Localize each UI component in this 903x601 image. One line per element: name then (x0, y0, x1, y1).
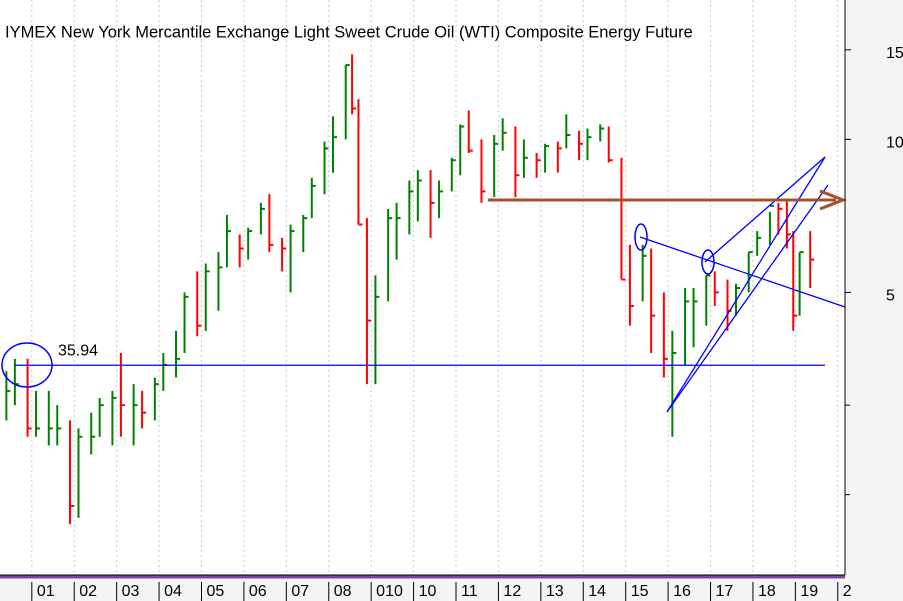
x-tick-label: 03 (122, 583, 140, 600)
chart-title: IYMEX New York Mercantile Exchange Light… (5, 23, 693, 41)
x-tick-label: 07 (291, 583, 309, 600)
x-tick-label: 06 (249, 583, 267, 600)
x-tick-label: 10 (419, 583, 437, 600)
x-tick-label: 05 (206, 583, 224, 600)
x-tick-label: 15 (631, 583, 649, 600)
x-tick-label: 13 (546, 583, 564, 600)
y-tick-label: 15 (886, 45, 903, 62)
annotations: 35.94 (1, 156, 848, 413)
y-tick-label: 10 (886, 135, 903, 152)
x-tick-label: 11 (461, 583, 478, 600)
axes: 01 02 03 04 05 06 07 08 010 10 11 12 13 14 15 16 17 18 19 2… (31, 45, 903, 601)
y-tick-label: 5 (886, 288, 895, 305)
x-tick-label: 14 (588, 583, 606, 600)
trend-line (704, 156, 826, 263)
x-tick-label: 2 (843, 583, 852, 600)
x-tick-label: 16 (673, 583, 691, 600)
highlight-ellipse (701, 249, 715, 275)
x-tick-label: 17 (716, 583, 734, 600)
x-tick-label: 02 (79, 583, 97, 600)
resistance-arrowhead (819, 189, 848, 211)
x-tick-label: 18 (758, 583, 776, 600)
y-axis-panel (845, 0, 903, 601)
x-tick-label: 12 (503, 583, 521, 600)
grid (31, 0, 839, 575)
trend-line (639, 236, 846, 308)
x-tick-label: 04 (164, 583, 182, 600)
x-tick-label: 010 (376, 583, 403, 600)
trend-line (666, 184, 829, 413)
price-bars (5, 54, 815, 525)
level-label: 35.94 (58, 342, 98, 359)
x-tick-label: 19 (800, 583, 818, 600)
x-axis-panel (0, 575, 845, 601)
x-tick-label: 01 (37, 583, 55, 600)
x-tick-label: 08 (334, 583, 352, 600)
highlight-ellipse (634, 223, 648, 251)
